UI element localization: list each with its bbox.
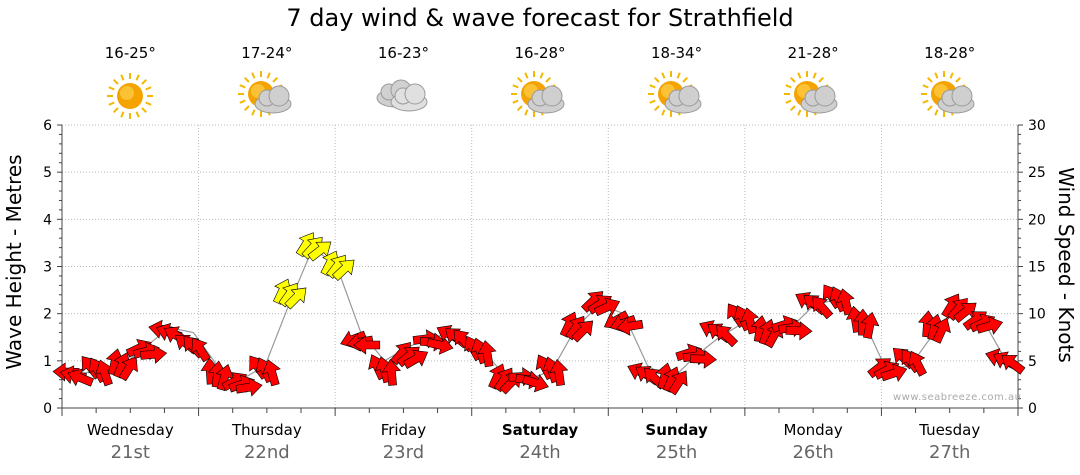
wind-arrow	[191, 337, 211, 363]
day-date-label: 23rd	[382, 442, 425, 463]
partly-cloudy-icon	[781, 70, 845, 122]
day-date-label: 22nd	[243, 442, 290, 463]
day-temperature-range: 16-25°	[104, 44, 156, 62]
day-temperature-range: 16-28°	[514, 44, 566, 62]
wind-arrow	[262, 359, 281, 387]
day-name-label: Saturday	[501, 421, 579, 439]
wind-arrow	[593, 297, 621, 317]
day-name-label: Monday	[783, 421, 843, 439]
wind-arrow	[812, 296, 834, 320]
chart-title: 7 day wind & wave forecast for Strathfie…	[286, 4, 794, 32]
wind-arrow	[353, 335, 381, 355]
wind-arrow	[785, 321, 813, 341]
wind-arrow	[860, 311, 880, 339]
wind-arrow	[716, 325, 739, 348]
wind-arrow	[235, 377, 263, 397]
wind-arrow	[118, 356, 138, 382]
wind-arrow	[402, 349, 429, 369]
wind-arrow	[140, 344, 168, 364]
y-left-tick-label: 6	[43, 118, 52, 134]
wind-arrow	[521, 374, 549, 393]
wind-arrow	[1001, 355, 1026, 375]
sunny-icon	[98, 70, 162, 122]
y-right-tick-label: 0	[1028, 401, 1037, 417]
wind-arrow	[668, 370, 688, 396]
day-temperature-range: 18-28°	[924, 44, 976, 62]
wind-arrow	[381, 358, 402, 386]
partly-cloudy-icon	[508, 70, 572, 122]
y-left-tick-label: 4	[43, 212, 52, 228]
wind-arrow	[953, 302, 977, 323]
wind-arrow	[284, 287, 307, 310]
day-name-label: Thursday	[231, 421, 302, 439]
wind-arrow	[689, 349, 717, 369]
day-date-label: 27th	[929, 442, 971, 463]
day-temperature-range: 17-24°	[241, 44, 293, 62]
wind-arrow	[331, 259, 355, 282]
y-left-tick-label: 2	[43, 307, 52, 323]
day-name-label: Wednesday	[86, 421, 174, 439]
wind-arrow-group	[52, 232, 1026, 397]
y-right-tick-label: 30	[1028, 118, 1046, 134]
wind-arrow	[616, 316, 644, 336]
day-date-label: 24th	[519, 442, 561, 463]
y-axis-left-label: Wave Height - Metres	[2, 154, 26, 370]
y-left-tick-label: 1	[43, 354, 52, 370]
cloudy-icon	[371, 70, 435, 122]
wind-arrow	[549, 358, 569, 387]
y-left-tick-label: 3	[43, 260, 52, 276]
partly-cloudy-icon	[645, 70, 709, 122]
day-date-label: 25th	[655, 442, 698, 463]
y-right-tick-label: 25	[1028, 165, 1046, 181]
wind-arrow	[836, 288, 855, 316]
y-right-tick-label: 5	[1028, 354, 1037, 370]
partly-cloudy-icon	[918, 70, 982, 122]
day-date-label: 21st	[110, 442, 150, 463]
day-name-label: Sunday	[645, 421, 708, 439]
wind-arrow	[976, 316, 1004, 335]
day-temperature-range: 21-28°	[787, 44, 839, 62]
y-right-tick-label: 10	[1028, 307, 1046, 323]
day-name-label: Friday	[380, 421, 427, 439]
wind-arrow	[571, 320, 594, 343]
wind-arrow	[740, 307, 760, 335]
day-date-label: 26th	[792, 442, 834, 463]
y-axis-right-label: Wind Speed - Knots	[1054, 167, 1078, 363]
y-left-tick-label: 5	[43, 165, 52, 181]
day-temperature-range: 16-23°	[377, 44, 429, 62]
y-left-tick-label: 0	[43, 401, 52, 417]
y-right-tick-label: 15	[1028, 260, 1046, 276]
wind-arrow	[477, 340, 497, 368]
wind-arrow	[932, 317, 951, 344]
wind-arrow	[908, 350, 927, 377]
wind-arrow	[880, 363, 908, 382]
partly-cloudy-icon	[235, 70, 299, 122]
watermark: www.seabreeze.com.au	[893, 392, 1022, 403]
day-name-label: Tuesday	[919, 421, 981, 439]
y-right-tick-label: 20	[1028, 212, 1046, 228]
day-temperature-range: 18-34°	[651, 44, 703, 62]
